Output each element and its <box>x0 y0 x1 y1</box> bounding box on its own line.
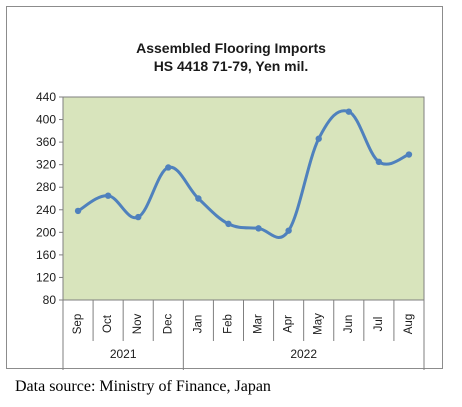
x-tick-label: May <box>313 313 325 335</box>
data-point <box>195 195 202 202</box>
x-tick-label: Apr <box>283 315 295 333</box>
x-tick-label: Mar <box>253 314 265 334</box>
y-tick-label: 320 <box>36 158 56 172</box>
x-tick-label: Jan <box>192 315 204 334</box>
data-point <box>345 108 352 115</box>
y-tick-label: 360 <box>36 135 56 149</box>
chart-title: Assembled Flooring Imports <box>136 40 326 56</box>
x-tick-label: Sep <box>72 314 84 334</box>
chart-subtitle: HS 4418 71-79, Yen mil. <box>153 58 309 74</box>
data-point <box>315 135 322 142</box>
data-point <box>255 225 262 232</box>
y-tick-label: 120 <box>36 270 56 284</box>
y-tick-label: 160 <box>36 248 56 262</box>
data-point <box>375 158 383 166</box>
y-tick-label: 400 <box>36 113 56 127</box>
data-point <box>225 220 232 228</box>
plot-area <box>62 96 425 301</box>
data-point <box>285 227 292 234</box>
y-tick-label: 200 <box>36 225 56 239</box>
y-tick-label: 240 <box>36 203 56 217</box>
x-tick-label: Feb <box>222 314 234 334</box>
x-tick-label: Aug <box>403 314 415 334</box>
data-point <box>135 213 142 221</box>
data-point <box>104 192 112 199</box>
data-point <box>74 207 82 215</box>
data-source-note: Data source: Ministry of Finance, Japan <box>15 378 271 395</box>
data-point <box>405 151 413 158</box>
y-tick-label: 440 <box>36 90 56 104</box>
y-tick-label: 80 <box>43 293 57 307</box>
year-group-label: 2021 <box>110 347 137 361</box>
data-point <box>165 164 172 171</box>
year-group-label: 2022 <box>290 347 317 361</box>
y-tick-label: 280 <box>36 180 56 194</box>
x-tick-label: Jul <box>373 317 385 332</box>
x-tick-label: Dec <box>162 314 174 335</box>
x-tick-label: Oct <box>102 314 114 333</box>
x-tick-label: Jun <box>343 315 355 334</box>
x-tick-label: Nov <box>132 314 144 335</box>
